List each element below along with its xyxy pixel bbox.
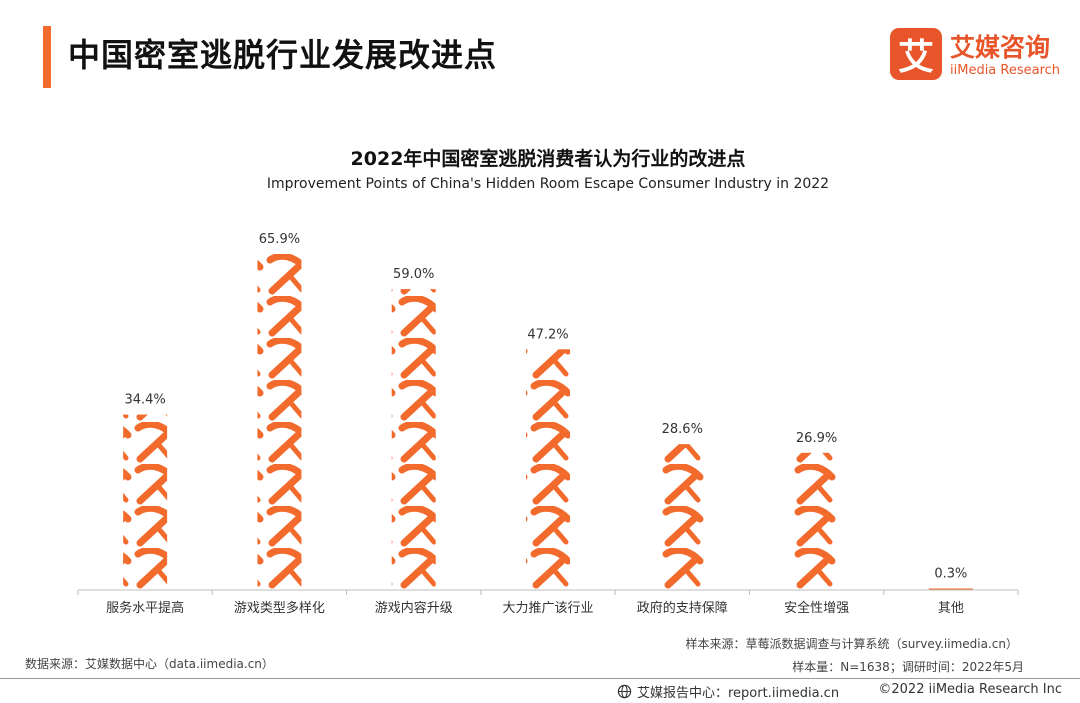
category-label: 游戏类型多样化 [234, 600, 325, 616]
value-label: 26.9% [796, 431, 837, 446]
report-center-link[interactable]: 艾媒报告中心：report.iimedia.cn [617, 682, 839, 701]
title-accent-bar [43, 26, 51, 88]
category-label: 服务水平提高 [106, 600, 184, 616]
value-label: 65.9% [259, 232, 300, 247]
value-label: 28.6% [662, 422, 703, 437]
bar-3 [391, 289, 436, 590]
value-label: 59.0% [393, 267, 434, 282]
logo-mark-icon: 艾 [890, 28, 942, 80]
bar-7 [928, 588, 973, 590]
footer-divider [0, 678, 1080, 679]
copyright-text: ©2022 iiMedia Research Inc [878, 682, 1062, 697]
brand-logo: 艾 艾媒咨询 iiMedia Research [890, 28, 1065, 82]
page-title: 中国密室逃脱行业发展改进点 [68, 36, 498, 74]
logo-english-name: iiMedia Research [950, 63, 1061, 78]
chart-title: 2022年中国密室逃脱消费者认为行业的改进点 [350, 148, 746, 170]
value-label: 34.4% [124, 393, 165, 408]
report-center-text: 艾媒报告中心：report.iimedia.cn [637, 686, 840, 701]
category-label: 政府的支持保障 [637, 600, 728, 616]
bar-5 [660, 444, 705, 590]
sample-size-note: 样本量：N=1638；调研时间：2022年5月 [792, 660, 1024, 674]
category-label: 安全性增强 [784, 600, 849, 616]
value-label: 0.3% [934, 566, 967, 581]
globe-icon [617, 684, 632, 699]
bar-4 [526, 349, 570, 590]
bar-2 [257, 253, 302, 590]
category-label: 游戏内容升级 [375, 600, 453, 616]
category-label: 其他 [938, 601, 964, 616]
bar-6 [794, 452, 839, 590]
value-label: 47.2% [527, 327, 568, 342]
chart-subtitle: Improvement Points of China's Hidden Roo… [266, 176, 830, 192]
logo-chinese-name: 艾媒咨询 [950, 33, 1051, 62]
bar-1 [123, 414, 168, 590]
sample-source-note: 样本来源：草莓派数据调查与计算系统（survey.iimedia.cn） [685, 637, 1018, 651]
category-label: 大力推广该行业 [502, 601, 593, 616]
data-source-note: 数据来源：艾媒数据中心（data.iimedia.cn） [25, 657, 274, 671]
